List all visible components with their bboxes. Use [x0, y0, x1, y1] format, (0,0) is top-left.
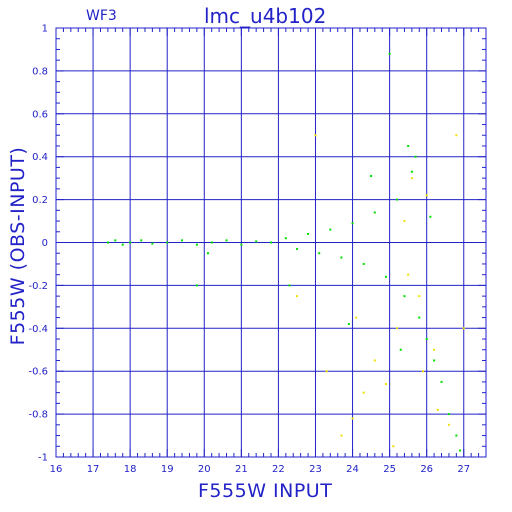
green-point	[440, 380, 443, 383]
yellow-point	[340, 434, 343, 437]
yellow-point	[455, 134, 458, 137]
green-point	[399, 348, 402, 351]
yellow-point	[433, 348, 436, 351]
green-point	[121, 243, 124, 246]
yellow-point	[410, 177, 413, 180]
green-point	[288, 284, 291, 287]
x-tick-label: 22	[272, 464, 285, 475]
green-point	[195, 284, 198, 287]
x-tick-label: 16	[50, 464, 63, 475]
y-axis-label: F555W (OBS-INPUT)	[7, 146, 29, 346]
yellow-point	[351, 417, 354, 420]
x-axis-label: F555W INPUT	[198, 480, 333, 502]
green-point	[347, 323, 350, 326]
yellow-point	[325, 370, 328, 373]
y-tick-label: 0.4	[32, 152, 48, 163]
yellow-point	[421, 370, 424, 373]
yellow-point	[362, 391, 365, 394]
green-point	[459, 449, 462, 452]
green-point	[396, 198, 399, 201]
tick-labels: 16 17 18 19 20 21 22 23 24 25 26 27 -1 -0.8 -0.6 -0.4 -0…	[28, 24, 470, 476]
y-tick-label: 0	[42, 238, 48, 249]
green-point	[114, 239, 117, 242]
chip-label: WF3	[86, 8, 117, 24]
green-point	[195, 243, 198, 246]
green-point	[318, 252, 321, 255]
yellow-point	[436, 408, 439, 411]
green-point	[295, 247, 298, 250]
x-tick-label: 26	[420, 464, 433, 475]
green-point	[225, 239, 228, 242]
x-tick-label: 20	[198, 464, 211, 475]
green-point	[425, 338, 428, 341]
green-point	[284, 237, 287, 240]
data-points	[106, 52, 465, 452]
green-point	[206, 252, 209, 255]
green-point	[407, 144, 410, 147]
yellow-point	[403, 220, 406, 223]
chart-title: lmc_u4b102	[204, 4, 327, 28]
green-point	[255, 240, 258, 243]
y-tick-label: -0.8	[28, 410, 48, 421]
green-point	[410, 170, 413, 173]
green-point	[129, 241, 132, 244]
x-tick-label: 18	[124, 464, 137, 475]
green-point	[418, 316, 421, 319]
green-point	[384, 275, 387, 278]
green-point	[151, 242, 154, 245]
green-point	[429, 215, 432, 218]
yellow-point	[314, 134, 317, 137]
green-point	[373, 211, 376, 214]
green-point	[340, 256, 343, 259]
yellow-point	[355, 316, 358, 319]
green-point	[370, 175, 373, 178]
y-tick-label: 1	[42, 24, 48, 35]
y-tick-label: 0.2	[32, 195, 48, 206]
yellow-point	[462, 327, 465, 330]
yellow-point	[384, 383, 387, 386]
green-point	[447, 413, 450, 416]
yellow-point	[373, 359, 376, 362]
green-point	[351, 222, 354, 225]
x-tick-label: 23	[309, 464, 322, 475]
green-point	[240, 243, 243, 246]
yellow-point	[396, 327, 399, 330]
green-point	[270, 241, 272, 244]
y-tick-label: -0.2	[28, 281, 48, 292]
y-tick-label: 0.8	[32, 66, 48, 77]
x-tick-label: 24	[346, 464, 359, 475]
green-point	[433, 359, 436, 362]
x-tick-label: 21	[235, 464, 248, 475]
x-tick-label: 27	[457, 464, 470, 475]
green-point	[362, 262, 365, 265]
green-point	[414, 155, 417, 158]
yellow-point	[418, 295, 421, 298]
green-point	[388, 52, 391, 55]
green-point	[166, 241, 169, 244]
plot-frame	[55, 27, 487, 458]
green-point	[106, 241, 109, 244]
green-point	[210, 241, 213, 244]
green-point	[140, 239, 143, 242]
green-point	[403, 295, 406, 298]
y-tick-label: -1	[38, 453, 48, 464]
green-point	[455, 434, 458, 437]
green-point	[181, 239, 184, 242]
x-tick-label: 19	[161, 464, 174, 475]
yellow-point	[407, 273, 410, 276]
yellow-point	[392, 445, 395, 448]
yellow-point	[447, 423, 450, 426]
y-tick-label: 0.6	[32, 109, 48, 120]
green-point	[307, 232, 310, 235]
yellow-point	[295, 295, 298, 298]
x-tick-label: 25	[383, 464, 396, 475]
y-tick-label: -0.4	[28, 324, 48, 335]
green-point	[329, 228, 332, 231]
x-tick-label: 17	[87, 464, 100, 475]
yellow-point	[425, 194, 428, 197]
y-tick-label: -0.6	[28, 367, 48, 378]
